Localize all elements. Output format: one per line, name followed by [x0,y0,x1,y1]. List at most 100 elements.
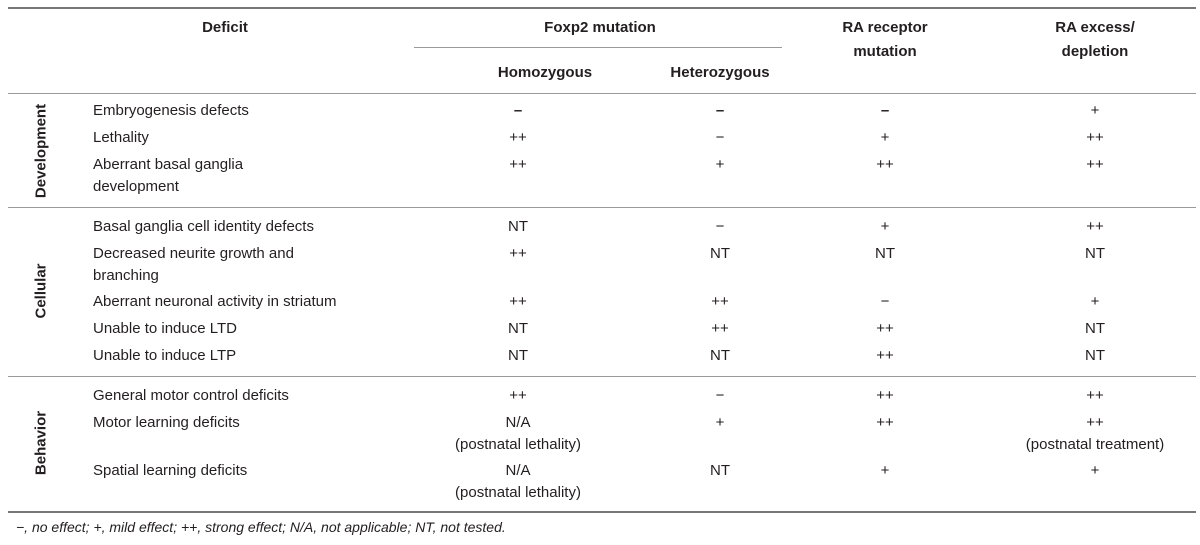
cell-line: Unable to induce LTD [93,320,237,337]
cell-line: + [1090,102,1100,119]
cell-rar-row-4: + [810,216,960,238]
category-behavior: Behavior [32,410,50,476]
cell-homo-row-9: ++ [418,385,618,407]
cell-hetero-row-7: ++ [620,318,820,340]
header-ra-receptor-line1: RA receptor [842,19,928,36]
cell-hetero-row-11: NT [620,460,820,482]
cell-line: N/A [505,462,531,479]
table-footnote: −, no effect; +, mild effect; ++, strong… [16,519,506,535]
cell-hetero-row-10: + [620,412,820,434]
cell-deficit-row-11: Spatial learning deficits [93,460,423,482]
cell-homo-row-1: – [418,100,618,122]
cell-deficit-row-4: Basal ganglia cell identity defects [93,216,423,238]
cell-line: − [715,387,725,404]
table-top-rule [8,7,1196,9]
cell-line: Embryogenesis defects [93,102,249,119]
cell-rar-row-6: − [810,291,960,313]
header-heterozygous: Heterozygous [670,64,770,81]
cell-line: Unable to induce LTP [93,347,237,364]
cell-line: ++ [1086,218,1104,235]
cell-line: branching [93,267,159,284]
cell-line: NT [1085,347,1105,364]
cell-line: NT [508,218,528,235]
cell-homo-row-2: ++ [418,127,618,149]
table-bottom-rule [8,511,1196,513]
cell-rar-row-11: + [810,460,960,482]
cell-hetero-row-6: ++ [620,291,820,313]
cell-line: Lethality [93,129,149,146]
cell-line: − [880,293,890,310]
cell-ra-row-4: ++ [1000,216,1190,238]
cell-line: ++ [509,387,527,404]
cell-homo-row-8: NT [418,345,618,367]
cell-ra-row-11: + [1000,460,1190,482]
cell-line: Decreased neurite growth and [93,245,294,262]
cell-line: Basal ganglia cell identity defects [93,218,314,235]
cell-line: Motor learning deficits [93,414,240,431]
category-cellular: Cellular [32,263,50,319]
cell-deficit-row-10: Motor learning deficits [93,412,423,434]
cell-deficit-row-9: General motor control deficits [93,385,423,407]
cell-deficit-row-2: Lethality [93,127,423,149]
cell-rar-row-7: ++ [810,318,960,340]
cell-line: ++ [509,245,527,262]
cell-line: N/A [505,414,531,431]
cell-homo-row-10: N/A (postnatal lethality) [418,412,618,456]
header-ra-excess-line2: depletion [1061,43,1129,60]
cell-line: NT [710,347,730,364]
cell-line: + [1090,293,1100,310]
cell-line: NT [875,245,895,262]
cell-deficit-row-8: Unable to induce LTP [93,345,423,367]
cell-line: + [715,414,725,431]
cell-rar-row-9: ++ [810,385,960,407]
foxp2-span-rule [414,47,782,48]
cell-line: ++ [711,320,729,337]
cell-line: + [880,129,890,146]
cell-deficit-row-6: Aberrant neuronal activity in striatum [93,291,423,313]
cell-line: ++ [876,320,894,337]
cell-hetero-row-5: NT [620,243,820,265]
cell-deficit-row-3: Aberrant basal ganglia development [93,154,423,198]
cell-line: NT [710,245,730,262]
cell-line: ++ [876,347,894,364]
cell-line: ++ [1086,414,1104,431]
cell-rar-row-3: ++ [810,154,960,176]
cell-line: General motor control deficits [93,387,289,404]
cell-line: Aberrant basal ganglia [93,156,244,173]
cell-line: (postnatal lethality) [455,436,581,453]
cell-line: Aberrant neuronal activity in striatum [93,293,337,310]
cell-line: NT [710,462,730,479]
cell-rar-row-1: – [810,100,960,122]
cell-homo-row-6: ++ [418,291,618,313]
cell-deficit-row-7: Unable to induce LTD [93,318,423,340]
cell-hetero-row-9: − [620,385,820,407]
header-bottom-rule [8,93,1196,94]
cell-homo-row-11: N/A (postnatal lethality) [418,460,618,504]
cell-line: NT [1085,320,1105,337]
cell-line: ++ [1086,129,1104,146]
cell-line: + [880,218,890,235]
cell-line: ++ [876,387,894,404]
cell-homo-row-5: ++ [418,243,618,265]
cell-line: + [715,156,725,173]
cell-line: NT [508,347,528,364]
cell-homo-row-4: NT [418,216,618,238]
cell-line: ++ [876,414,894,431]
cell-ra-row-7: NT [1000,318,1190,340]
cell-rar-row-2: + [810,127,960,149]
cell-ra-row-6: + [1000,291,1190,313]
cell-line: ++ [711,293,729,310]
cell-rar-row-10: ++ [810,412,960,434]
cell-ra-row-2: ++ [1000,127,1190,149]
cell-hetero-row-2: − [620,127,820,149]
cell-line: ++ [509,156,527,173]
cell-line: development [93,178,179,195]
cell-line: ++ [1086,156,1104,173]
cell-line: (postnatal lethality) [455,484,581,501]
header-deficit: Deficit [202,19,248,36]
cell-line: − [715,218,725,235]
cell-line: + [1090,462,1100,479]
cell-deficit-row-5: Decreased neurite growth and branching [93,243,423,287]
header-ra-excess-line1: RA excess/ [1055,19,1135,36]
cell-line: ++ [509,293,527,310]
